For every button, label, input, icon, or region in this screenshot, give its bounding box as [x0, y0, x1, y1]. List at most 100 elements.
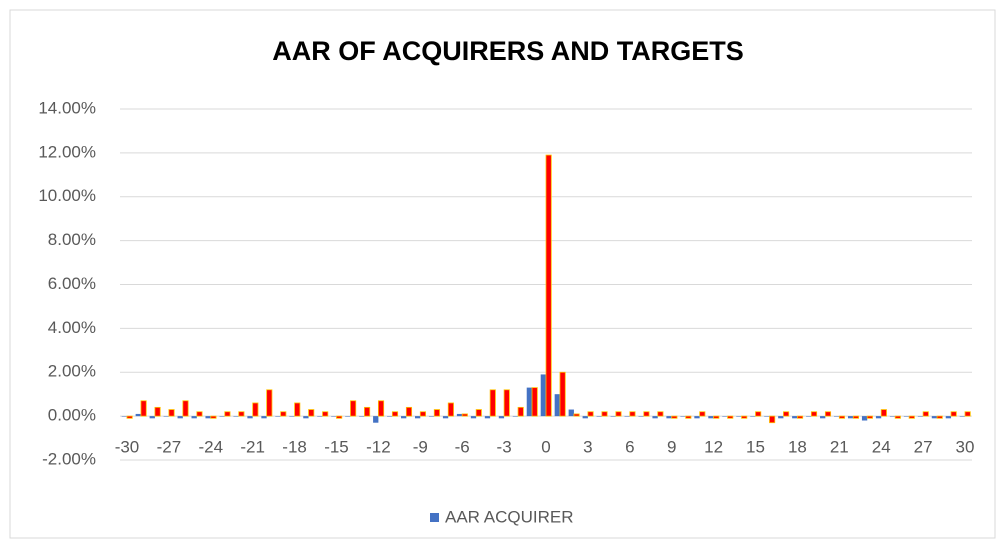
bar	[783, 411, 790, 417]
bar	[135, 413, 141, 417]
bar	[345, 416, 351, 417]
bar	[149, 416, 155, 419]
bar	[685, 415, 692, 419]
x-tick-label: -12	[366, 438, 391, 457]
bar	[755, 411, 762, 417]
bar	[922, 411, 929, 417]
bar	[377, 400, 385, 417]
y-tick-label: 12.00%	[38, 142, 96, 161]
bar	[182, 400, 189, 417]
bar	[671, 415, 678, 419]
bar	[699, 411, 706, 417]
bar	[964, 411, 971, 417]
bar	[419, 411, 427, 417]
bar	[140, 400, 147, 417]
bar	[322, 411, 329, 417]
bar	[359, 416, 365, 417]
x-tick-label: -18	[282, 438, 307, 457]
bar	[903, 416, 910, 417]
bar	[694, 416, 700, 419]
x-tick-label: -24	[198, 438, 223, 457]
bar	[540, 374, 546, 417]
bar	[624, 416, 630, 417]
legend-swatch	[430, 513, 439, 522]
y-tick-label: -2.00%	[42, 449, 96, 468]
bar	[433, 409, 440, 417]
bar	[792, 416, 798, 419]
chart-title: AAR OF ACQUIRERS AND TARGETS	[272, 36, 744, 66]
bar	[610, 416, 616, 417]
x-tick-label: -9	[413, 438, 428, 457]
bar	[824, 411, 832, 417]
bar	[722, 416, 728, 417]
bar	[778, 416, 784, 419]
bar	[308, 409, 315, 417]
bar	[834, 416, 840, 417]
chart-frame	[9, 9, 996, 539]
bar	[708, 416, 714, 419]
bar	[456, 413, 463, 417]
x-tick-label: 3	[583, 438, 592, 457]
bar	[414, 416, 421, 419]
bar	[741, 415, 748, 419]
x-tick-label: -21	[240, 438, 265, 457]
bar	[233, 416, 239, 417]
bar	[959, 416, 966, 417]
x-tick-label: -27	[157, 438, 182, 457]
bar	[573, 413, 580, 417]
bar	[210, 415, 217, 419]
bar	[750, 416, 756, 417]
bar	[275, 416, 281, 417]
bar	[880, 409, 887, 417]
bar	[764, 416, 770, 417]
bar	[852, 415, 859, 419]
x-tick-label: -30	[115, 438, 140, 457]
bar	[652, 416, 658, 419]
bar	[405, 406, 413, 417]
bar	[247, 416, 253, 419]
bar	[810, 411, 818, 417]
bar	[336, 415, 343, 419]
bar	[266, 389, 273, 417]
bar	[447, 402, 454, 417]
bar	[596, 416, 602, 417]
bar	[191, 416, 197, 419]
y-tick-label: 0.00%	[48, 406, 96, 425]
bar	[601, 411, 608, 417]
bar	[727, 415, 734, 419]
bar	[442, 416, 449, 419]
x-tick-label: 27	[914, 438, 933, 457]
bar	[303, 416, 309, 419]
bar	[861, 416, 868, 421]
bar	[847, 416, 854, 419]
bar	[797, 415, 804, 419]
bar	[917, 416, 924, 417]
x-tick-label: 30	[956, 438, 975, 457]
bar	[470, 416, 477, 419]
bar	[498, 416, 505, 419]
bar	[391, 411, 399, 417]
bar	[582, 416, 588, 419]
bar	[559, 371, 566, 417]
bar	[936, 415, 943, 419]
y-tick-label: 2.00%	[48, 362, 96, 381]
bar	[908, 415, 915, 419]
legend-label: AAR ACQUIRER	[445, 507, 573, 526]
bar	[531, 387, 538, 417]
bar	[401, 416, 407, 419]
bar	[820, 416, 826, 419]
bar	[428, 416, 435, 417]
bar	[643, 411, 650, 417]
bar	[517, 406, 524, 417]
x-tick-label: -15	[324, 438, 349, 457]
bar	[489, 389, 496, 417]
bar	[261, 416, 267, 419]
bar	[364, 406, 371, 417]
bar	[317, 416, 323, 417]
bar	[196, 411, 203, 417]
y-tick-label: 10.00%	[38, 186, 96, 205]
x-tick-label: -3	[497, 438, 512, 457]
bar	[629, 411, 636, 417]
